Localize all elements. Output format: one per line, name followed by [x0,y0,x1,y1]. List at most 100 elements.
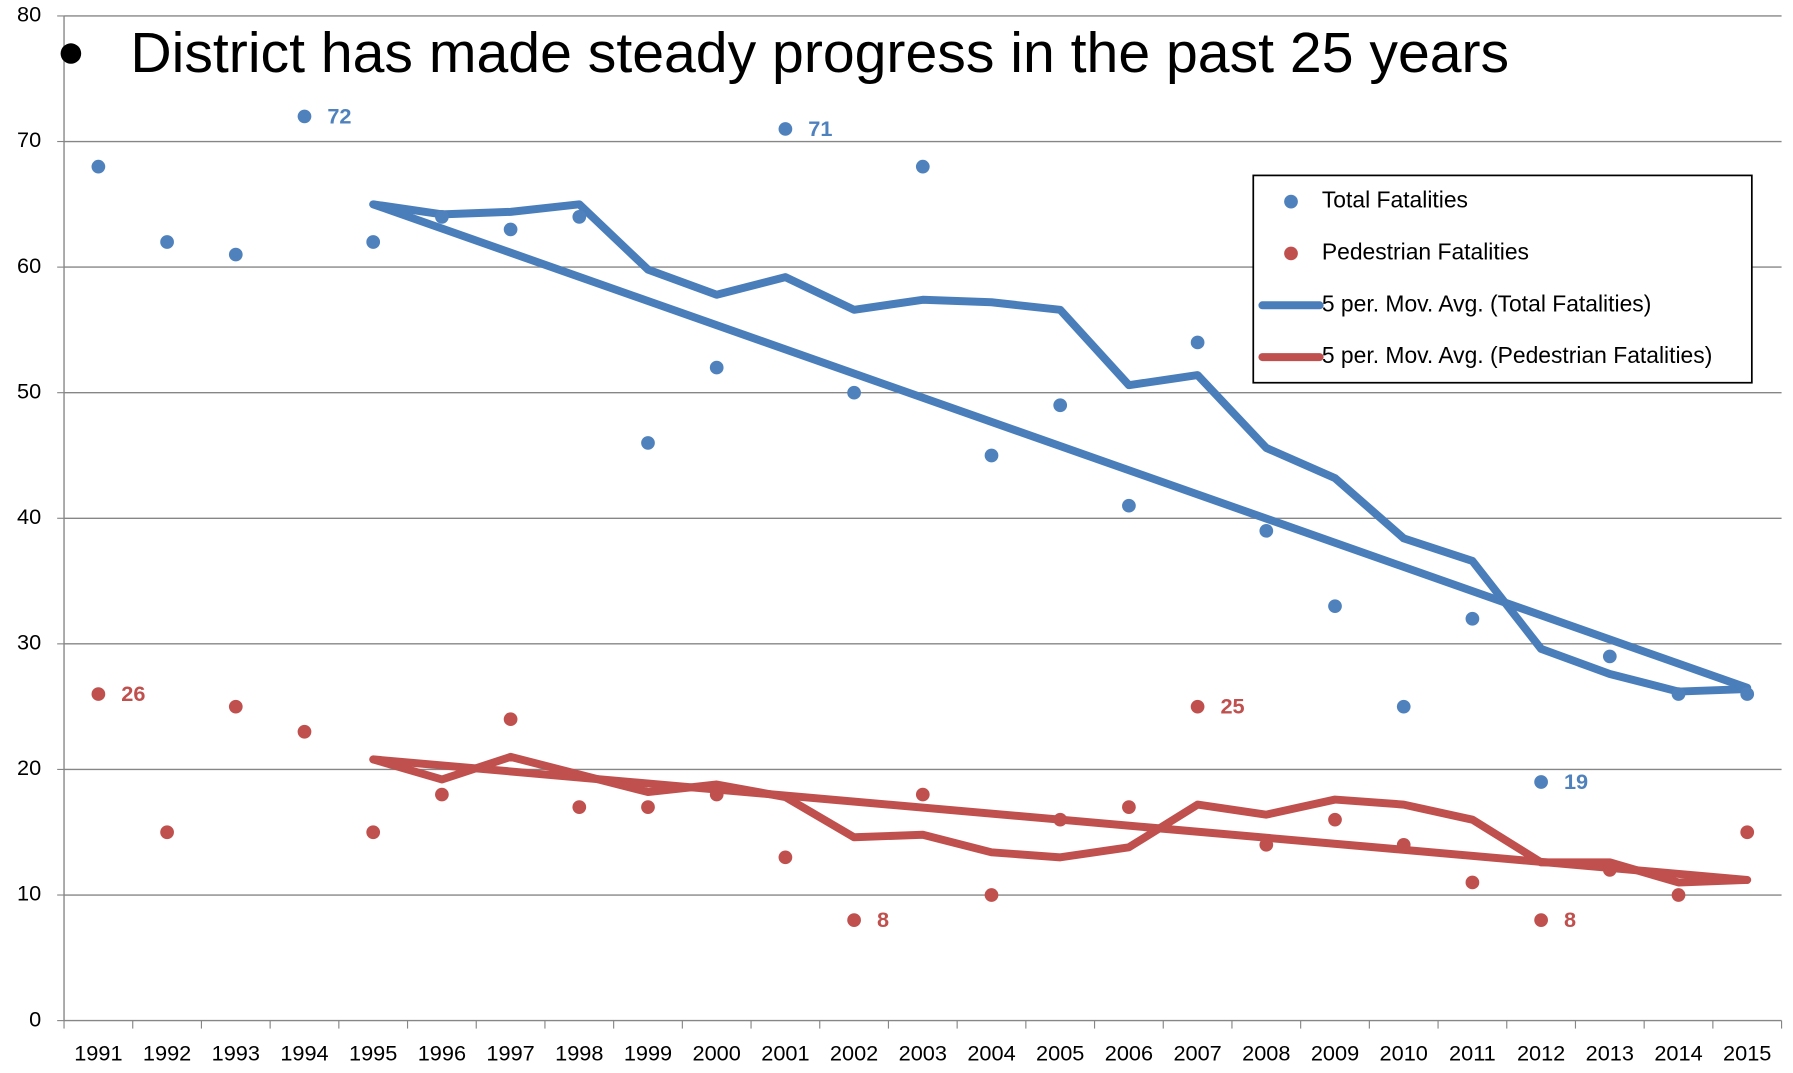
x-tick-label: 2006 [1105,1041,1153,1066]
point [435,210,449,224]
x-tick-label: 2002 [830,1041,878,1066]
y-tick-label: 40 [17,504,41,529]
legend-marker [1284,194,1298,209]
point [1671,687,1686,701]
point [572,800,587,814]
point [91,159,106,174]
x-tick-label: 2005 [1036,1041,1084,1066]
y-tick-label: 80 [17,2,41,27]
point [1602,649,1617,664]
point [1328,599,1342,614]
y-tick-label: 20 [17,755,41,780]
point [915,159,930,174]
x-tick-label: 1991 [74,1041,122,1066]
x-tick-label: 1994 [280,1041,328,1066]
point [1465,611,1480,626]
point [984,888,999,902]
legend-box [1252,174,1753,384]
x-tick-label: 2009 [1311,1041,1359,1066]
x-tick-label: 1998 [555,1041,603,1066]
x-tick-label: 1992 [143,1041,191,1066]
x-tick-label: 1999 [624,1041,672,1066]
point [1328,812,1342,827]
point [228,247,243,262]
point [1396,837,1411,852]
point [1602,863,1617,877]
legend-label: Total Fatalities [1322,187,1468,213]
point [1190,699,1205,714]
data-label: 19 [1564,769,1588,794]
point [366,235,381,249]
data-label: 71 [808,116,832,141]
point [1122,800,1136,814]
point [160,825,174,840]
x-tick-label: 2003 [899,1041,947,1066]
point [1259,523,1274,538]
point [1534,913,1548,927]
point [1053,812,1068,827]
x-tick-label: 2010 [1380,1041,1428,1066]
y-tick-label: 10 [17,881,41,906]
point [1122,498,1136,513]
x-tick-label: 2000 [693,1041,741,1066]
x-tick-label: 2001 [761,1041,809,1066]
x-tick-label: 2008 [1242,1041,1290,1066]
legend-marker [1284,246,1298,261]
point [435,787,449,802]
data-label: 8 [1564,907,1576,932]
moving-average-line [372,200,1748,696]
x-tick-label: 1997 [486,1041,534,1066]
x-tick-label: 2012 [1517,1041,1565,1066]
point [984,448,999,463]
x-tick-label: 2004 [967,1041,1015,1066]
legend-label: Pedestrian Fatalities [1322,239,1529,265]
point [1465,875,1480,890]
point [847,913,861,927]
data-label: 72 [327,103,351,128]
y-tick-label: 50 [17,378,41,403]
point [847,385,861,400]
moving-average-line [372,752,1748,887]
data-label: 25 [1220,694,1244,719]
point [297,724,312,739]
x-tick-label: 2014 [1654,1041,1702,1066]
point [1396,699,1411,714]
point [91,687,106,701]
point [641,800,655,814]
point [1259,837,1274,852]
x-tick-label: 2015 [1723,1041,1771,1066]
point [778,122,793,136]
point [709,787,724,802]
point [1190,335,1205,350]
point [1534,775,1548,789]
y-tick-label: 0 [29,1006,41,1031]
point [915,787,930,802]
x-tick-label: 2013 [1586,1041,1634,1066]
chart-title: District has made steady progress in the… [130,21,1509,85]
legend-label: 5 per. Mov. Avg. (Total Fatalities) [1322,290,1651,316]
point [709,360,724,375]
y-tick-label: 30 [17,630,41,655]
x-tick-label: 2011 [1449,1041,1496,1066]
point [778,850,793,865]
point [160,235,174,249]
trend-line [369,200,1752,692]
point [503,712,518,727]
x-tick-label: 2007 [1173,1041,1221,1066]
bullet [60,43,82,64]
point [1740,825,1755,840]
point [297,109,312,124]
point [641,436,655,450]
point [228,699,243,714]
data-label: 8 [877,907,889,932]
y-tick-label: 60 [17,253,41,278]
point [1671,888,1686,902]
x-tick-label: 1996 [418,1041,466,1066]
plot: 0 10 20 30 40 50 60 70 80 1991 1992 1993 1994 1995 199… [17,2,1783,1066]
data-label: 26 [121,681,145,706]
y-tick-label: 70 [17,127,41,152]
x-tick-label: 1995 [349,1041,397,1066]
point [366,825,381,840]
